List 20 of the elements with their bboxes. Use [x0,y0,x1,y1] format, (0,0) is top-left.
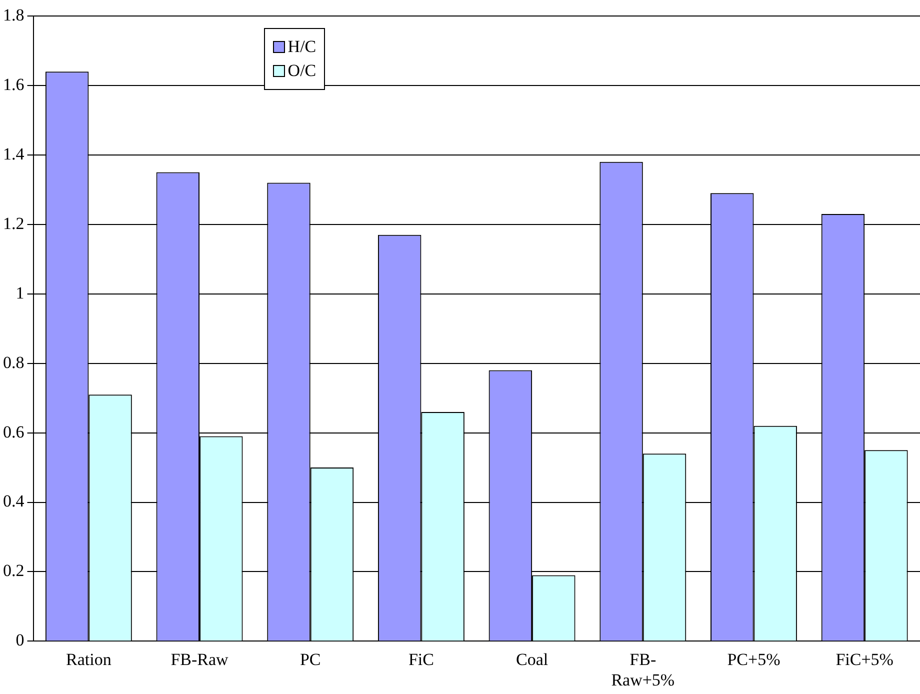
y-tick-label: 0.2 [3,561,24,580]
y-tick-label: 1.4 [3,144,25,164]
legend-label: H/C [288,37,316,57]
y-tick-label: 0 [16,630,24,650]
x-tick-label: FiC+5% [836,650,894,669]
legend-label: O/C [288,61,316,81]
y-tick-label: 0.6 [3,422,24,442]
y-tick-label: 1 [16,283,24,302]
y-tick-label: 1.8 [3,5,24,24]
x-tick-label: FB-Raw [170,650,230,669]
x-tick-label: FB-Raw+5% [611,650,675,690]
x-tick-label: Ration [66,650,112,669]
x-tick-label: PC+5% [727,650,780,669]
y-tick-label: 1.2 [3,214,24,233]
x-tick-label: FiC [408,650,434,669]
x-tick-label: Coal [516,650,548,669]
x-tick-label: PC [300,650,321,669]
y-tick-label: 0.4 [3,492,25,511]
y-tick-label: 1.6 [3,74,24,94]
y-tick-label: 0.8 [3,352,24,372]
